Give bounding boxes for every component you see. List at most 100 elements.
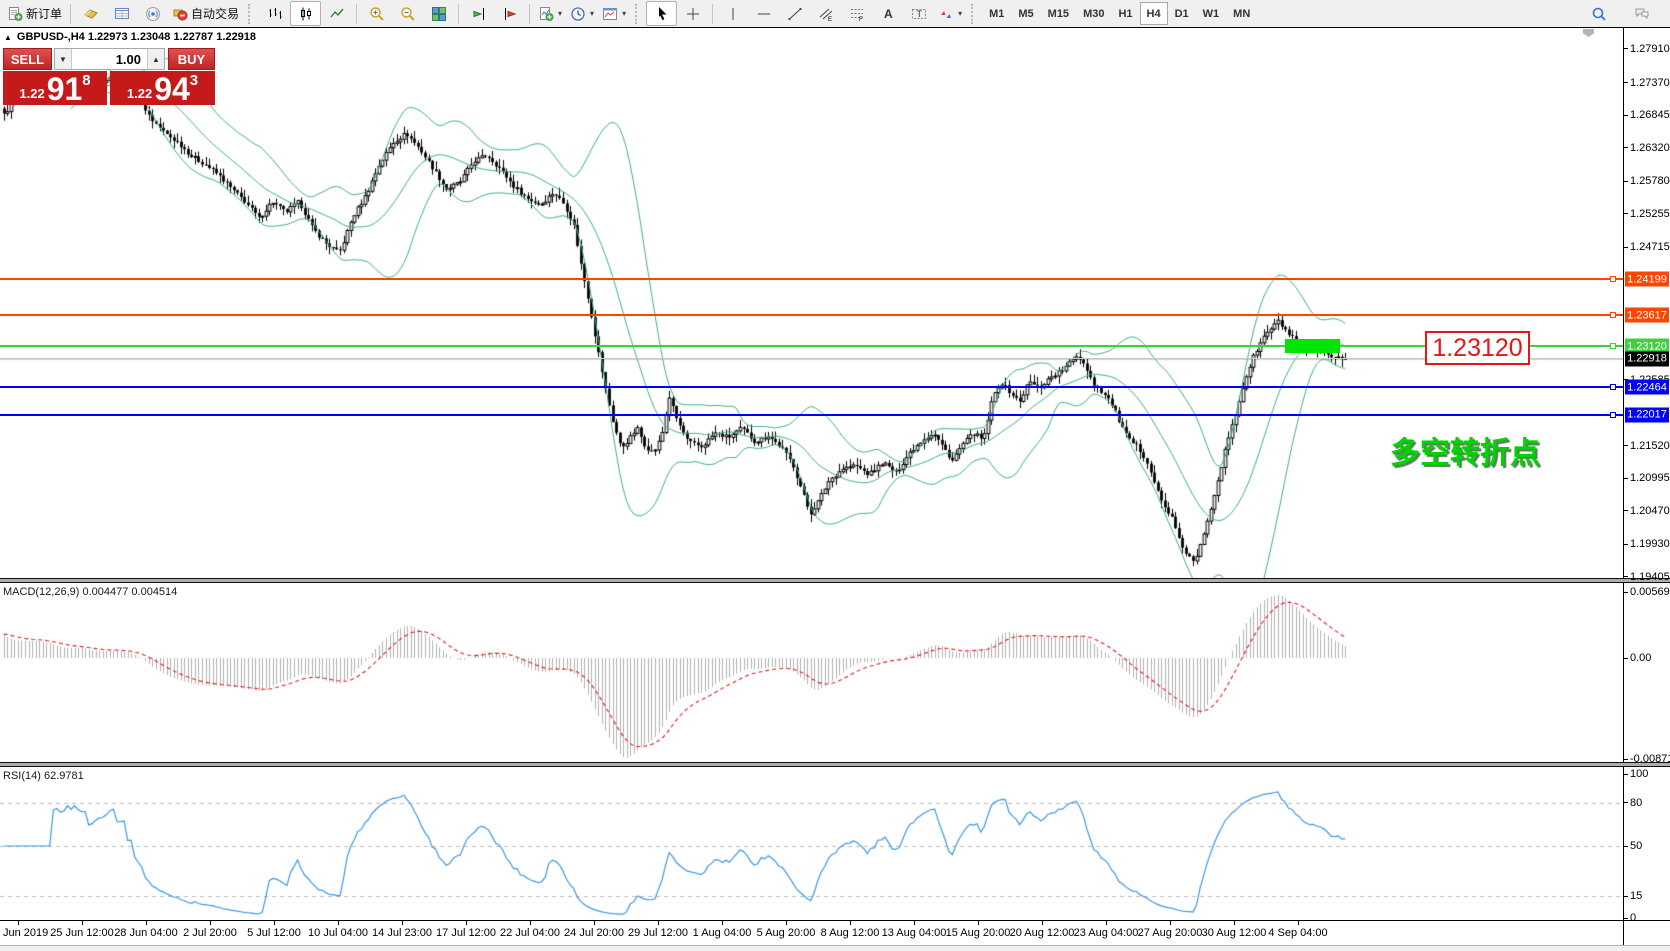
line-handle-icon[interactable] [1610,312,1616,319]
arrows-button[interactable]: ▾ [934,1,966,26]
horizontal-line-1.22918[interactable] [0,358,1623,360]
cn-annotation-text[interactable]: 多空转折点 [1390,437,1540,470]
candlestick-button[interactable] [290,1,322,26]
line-handle-icon[interactable] [1610,276,1616,283]
fibo-button[interactable]: F [841,1,872,26]
volume-input[interactable]: 1.00 [115,51,141,67]
toolbar-grip[interactable] [635,3,641,24]
bar-chart-icon [267,6,283,22]
macd-canvas[interactable] [0,583,1623,762]
buy-button[interactable]: BUY [168,48,215,70]
auto-scroll-button[interactable] [463,1,494,26]
macd-tick-label: -0.008717 [1630,753,1670,766]
search-button[interactable] [1583,1,1614,26]
timeframe-w1-button[interactable]: W1 [1202,7,1220,20]
date-tick-mark [658,921,659,925]
cursor-button[interactable] [646,1,678,26]
horizontal-line-1.23120[interactable] [0,345,1623,348]
timeframe-d1-button[interactable]: D1 [1174,7,1189,20]
templates-button[interactable]: ▾ [598,1,630,26]
channel-button[interactable]: E [810,1,841,26]
rsi-tick-label: 100 [1630,768,1649,780]
horizontal-line-1.24199[interactable] [0,278,1623,281]
indicators-button[interactable]: ▾ [534,1,566,26]
date-label: 4 Sep 04:00 [1268,927,1328,939]
chat-button[interactable] [1626,1,1657,26]
timeframe-mn-button[interactable]: MN [1233,7,1251,20]
rsi-tick-mark [1623,802,1628,804]
bar-chart-button[interactable] [259,1,290,26]
date-label: 13 Aug 04:00 [881,927,947,939]
price-chart-canvas[interactable] [0,28,1623,578]
date-tick-mark [82,921,83,925]
chart-shift-button[interactable] [494,1,525,26]
macd-tick-mark [1623,758,1628,760]
date-tick-mark [914,921,915,925]
line-chart-button[interactable] [321,1,352,26]
sell-button[interactable]: SELL [3,48,52,70]
timeframe-h4-button[interactable]: H4 [1139,2,1168,25]
green-rectangle-object[interactable] [1285,338,1340,353]
line-handle-icon[interactable] [1610,343,1616,350]
line-handle-icon[interactable] [1610,411,1616,418]
rsi-canvas[interactable] [0,767,1623,920]
date-label: 5 Jul 12:00 [247,927,301,939]
price-tick-mark [1623,379,1628,381]
timeframe-m15-button[interactable]: M15 [1047,7,1070,20]
line-handle-icon[interactable] [1610,384,1616,391]
new-order-label: 新订单 [26,7,63,21]
horizontal-line-1.22464[interactable] [0,386,1623,389]
date-tick-mark [210,921,211,925]
horizontal-line-1.22017[interactable] [0,413,1623,416]
timeframe-m5-button[interactable]: M5 [1018,7,1034,20]
timeframe-h1-button[interactable]: H1 [1118,7,1133,20]
toolbar-grip[interactable] [971,3,977,24]
date-label: 2 Jul 20:00 [183,927,237,939]
signal-icon [145,6,161,22]
toolbar-grip[interactable] [248,3,254,24]
timeframe-m1-button[interactable]: M1 [989,7,1005,20]
text-button[interactable]: A [872,1,903,26]
sell-price-prefix: 1.22 [19,86,45,101]
volume-up-button[interactable]: ▲ [147,49,164,69]
hline-button[interactable] [748,1,779,26]
auto-trading-button[interactable]: 自动交易 [168,1,243,26]
price-tick-label: 1.26320 [1630,141,1670,154]
collapse-triangle-icon[interactable]: ▲ [4,32,12,42]
templates-icon [602,6,618,22]
market-watch-button[interactable] [106,1,137,26]
price-tick-label: 1.27370 [1630,76,1670,89]
crosshair-button[interactable] [677,1,708,26]
vline-button[interactable] [717,1,748,26]
sell-price-pipette: 8 [82,72,91,89]
price-tick-label: 1.25255 [1630,207,1670,220]
trendline-button[interactable] [779,1,810,26]
zoom-in-button[interactable] [361,1,392,26]
signal-button[interactable] [137,1,168,26]
new-order-button[interactable]: 新订单 [3,1,66,26]
profile-icon [83,6,99,22]
timeframe-m30-button[interactable]: M30 [1083,7,1105,20]
price-tick-label: 1.19405 [1630,570,1670,583]
date-label: 23 Aug 04:00 [1073,927,1139,939]
tile-windows-icon [431,6,447,22]
pane-separator-rsi[interactable] [0,762,1670,767]
arrows-icon [938,6,954,22]
horizontal-line-1.23617[interactable] [0,314,1623,317]
price-tick-label: 1.26845 [1630,109,1670,122]
zoom-in-icon [369,6,385,22]
tile-windows-button[interactable] [423,1,454,26]
profile-button[interactable] [75,1,106,26]
chat-icon [1634,6,1650,22]
periods-button[interactable]: ▾ [566,1,598,26]
level-annotation-box[interactable]: 1.23120 [1425,331,1530,366]
date-axis[interactable] [0,920,1670,945]
cursor-icon [654,6,670,22]
candlestick-icon [298,6,314,22]
pane-separator-macd[interactable] [0,578,1670,583]
zoom-out-button[interactable] [392,1,423,26]
rsi-tick-label: 80 [1630,796,1643,809]
date-tick-mark [722,921,723,925]
volume-down-button[interactable]: ▼ [55,49,72,69]
label-button[interactable]: T [903,1,934,26]
